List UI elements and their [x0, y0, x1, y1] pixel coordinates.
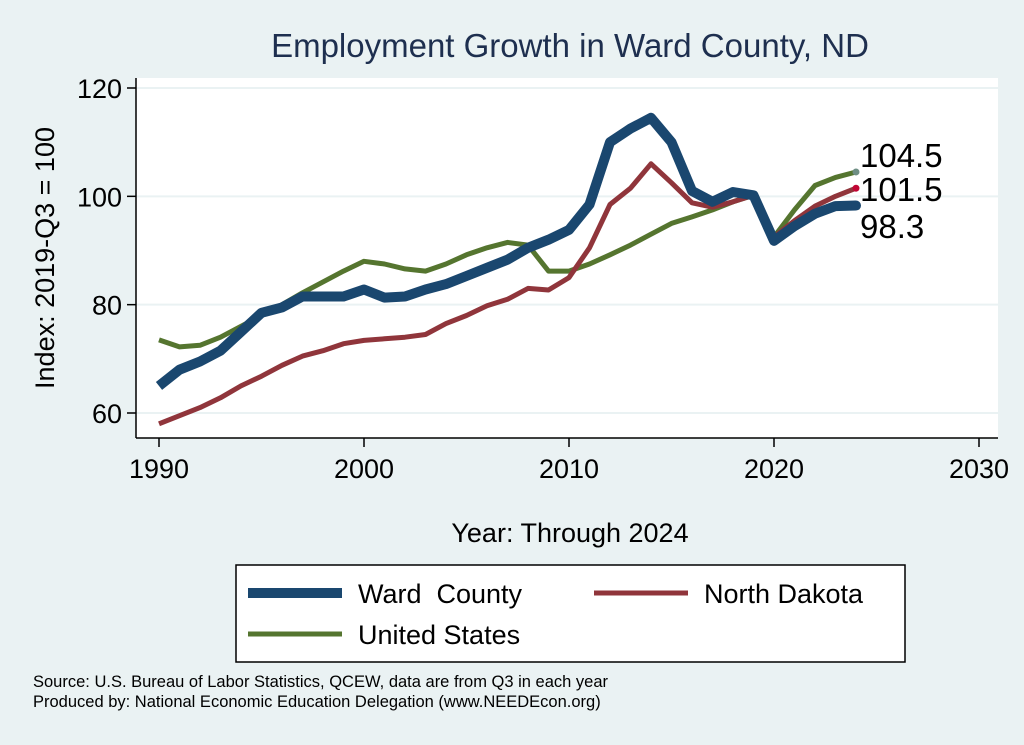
series-group [155, 112, 857, 427]
legend-label-nd: North Dakota [704, 579, 864, 609]
x-tick-label: 2020 [744, 454, 804, 484]
series-line-ward-county [155, 112, 857, 390]
y-axis-label: Index: 2019-Q3 = 100 [30, 127, 60, 389]
series-line-north-dakota [158, 161, 857, 427]
x-tick-label: 2010 [539, 454, 599, 484]
x-tick-label: 2030 [949, 454, 1009, 484]
x-tick-label: 2000 [334, 454, 394, 484]
legend-label-us: United States [358, 620, 520, 650]
legend-box [235, 564, 906, 663]
footer: Source: U.S. Bureau of Labor Statistics,… [33, 672, 608, 712]
source-note: Source: U.S. Bureau of Labor Statistics,… [33, 673, 609, 691]
x-axis-label: Year: Through 2024 [451, 518, 688, 548]
y-tick-label: 60 [92, 399, 122, 429]
chart-title: Employment Growth in Ward County, ND [271, 27, 869, 64]
end-point-ward [851, 200, 861, 211]
producer-note: Produced by: National Economic Education… [33, 693, 601, 711]
end-label-us: 104.5 [860, 137, 943, 174]
y-tick-label: 120 [77, 74, 122, 104]
legend: Ward County North Dakota United States [235, 564, 906, 663]
y-tick-label: 80 [92, 291, 122, 321]
end-point-nd [852, 184, 860, 192]
x-tick-label: 1990 [129, 454, 189, 484]
end-label-nd: 101.5 [860, 171, 943, 208]
end-label-ward: 98.3 [860, 208, 924, 245]
legend-label-ward: Ward County [358, 579, 523, 609]
axes: 60 80 100 120 1990 2000 2010 2020 2030 [77, 74, 1009, 484]
end-point-us [852, 168, 860, 176]
y-tick-label: 100 [77, 182, 122, 212]
plot-area [136, 78, 998, 438]
